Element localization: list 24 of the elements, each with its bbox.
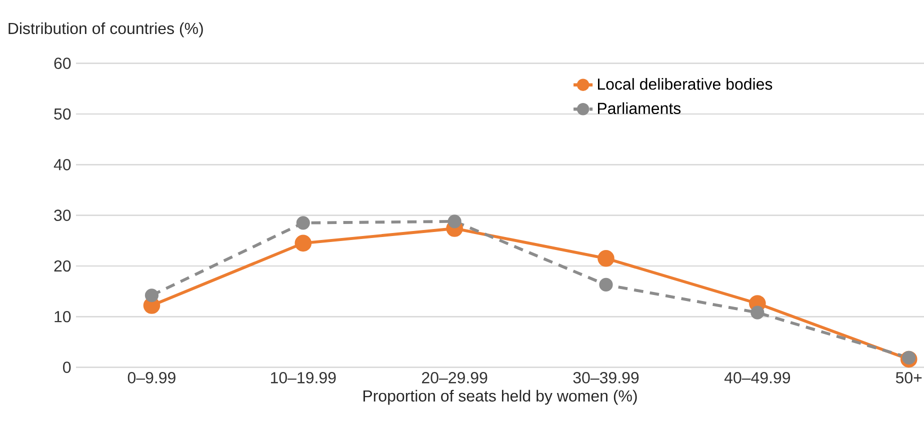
x-tick-label: 10–19.99	[270, 372, 336, 384]
x-tick-label: 20–29.99	[422, 372, 488, 384]
y-tick-label: 30	[54, 210, 71, 221]
point	[296, 216, 310, 230]
y-tick-label: 40	[54, 159, 71, 170]
y-axis-title: Distribution of countries (%)	[8, 22, 203, 38]
point	[599, 278, 613, 292]
legend-label: Local deliberative bodies	[598, 78, 772, 90]
point	[448, 214, 462, 228]
y-tick-label: 50	[54, 108, 71, 120]
legend-label: Parliaments	[598, 102, 681, 114]
y-tick-label: 10	[54, 310, 71, 322]
y-tick-label: 0	[63, 362, 71, 373]
point	[144, 288, 159, 302]
x-tick-label: 0–9.99	[128, 372, 176, 384]
y-tick-label: 60	[54, 58, 71, 69]
point	[598, 250, 614, 267]
y-tick-label: 20	[54, 260, 71, 272]
x-axis-title: Proportion of seats held by women (%)	[363, 390, 637, 405]
point	[750, 306, 764, 320]
x-tick-label: 50+	[896, 372, 922, 384]
x-tick-label: 30–39.99	[573, 372, 639, 384]
x-tick-label: 40–49.99	[724, 372, 790, 384]
point	[294, 234, 312, 252]
